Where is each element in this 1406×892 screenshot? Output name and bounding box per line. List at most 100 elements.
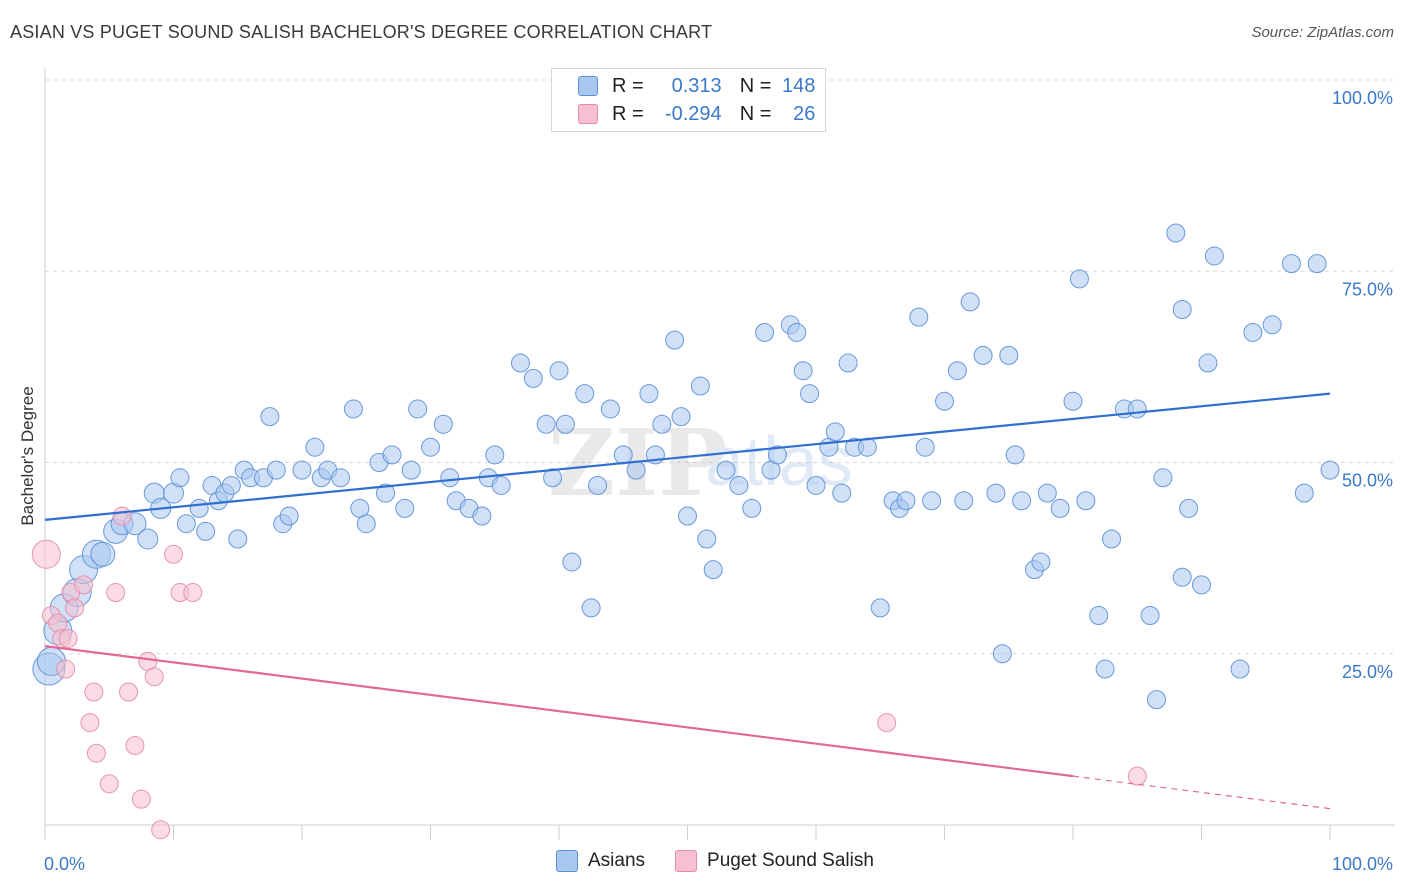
asians-point — [189, 498, 209, 518]
asians-point — [665, 330, 685, 350]
salish-points — [31, 506, 1147, 840]
asians-point — [1262, 315, 1282, 335]
asians-swatch — [578, 76, 598, 96]
salish-point — [106, 583, 126, 603]
asians-point — [1172, 300, 1192, 319]
salish-point — [31, 539, 61, 569]
asians-point — [1281, 254, 1301, 274]
chart-title: ASIAN VS PUGET SOUND SALISH BACHELOR'S D… — [10, 22, 713, 42]
asians-point — [697, 529, 717, 549]
asians-point — [947, 361, 967, 381]
asians-point — [767, 445, 787, 465]
asians-legend-swatch[interactable] — [556, 850, 578, 872]
legend-n-value: 26 — [793, 102, 816, 125]
asians-point — [1031, 552, 1051, 572]
salish-point — [65, 598, 85, 618]
legend-n-label: N = — [739, 74, 772, 97]
salish-point — [119, 682, 139, 702]
salish-point — [1127, 766, 1147, 786]
asians-point — [1127, 399, 1147, 419]
asians-point — [196, 521, 216, 541]
asians-point — [1102, 529, 1122, 549]
asians-point — [870, 598, 890, 618]
asians-point — [279, 506, 299, 526]
asians-points — [32, 223, 1340, 710]
asians-point — [1012, 491, 1032, 511]
asians-point — [137, 528, 159, 550]
legend-r-label: R = — [612, 74, 644, 97]
asians-point — [433, 414, 453, 434]
asians-point — [228, 529, 248, 549]
asians-point — [395, 498, 415, 518]
salish-point — [74, 575, 94, 595]
asians-point — [170, 468, 190, 488]
asians-point — [485, 445, 505, 465]
asians-point — [1069, 269, 1089, 289]
asians-point — [1172, 567, 1192, 587]
asians-point — [549, 361, 569, 381]
asians-point — [800, 384, 820, 404]
asians-point — [331, 468, 351, 488]
asians-legend-label[interactable]: Asians — [588, 850, 646, 871]
asians-point — [671, 407, 691, 427]
asians-point — [1076, 491, 1096, 511]
asians-point — [523, 368, 543, 388]
asians-point — [986, 483, 1006, 503]
asians-point — [1147, 690, 1167, 710]
asians-point — [221, 475, 241, 495]
asians-point — [678, 506, 697, 526]
legend-n-label: N = — [739, 102, 772, 125]
asians-point — [832, 483, 852, 503]
asians-point — [1050, 498, 1070, 518]
asians-point — [742, 498, 762, 518]
asians-point — [555, 414, 575, 434]
asians-point — [729, 475, 749, 495]
asians-point — [1243, 322, 1263, 342]
salish-point — [151, 820, 171, 840]
asians-point — [1095, 659, 1115, 679]
asians-point — [562, 552, 582, 572]
asians-point — [909, 307, 929, 327]
asians-point — [806, 475, 826, 495]
y-tick-label: 25.0% — [1342, 662, 1393, 682]
salish-point — [58, 628, 78, 648]
asians-point — [356, 514, 376, 534]
y-tick-label: 75.0% — [1342, 279, 1393, 299]
axes — [44, 68, 1395, 840]
salish-point — [125, 736, 145, 756]
asians-point — [1320, 460, 1340, 480]
salish-point — [99, 774, 119, 794]
asians-point — [1140, 606, 1160, 625]
asians-point — [960, 292, 980, 312]
salish-point — [112, 506, 132, 526]
asians-point — [581, 598, 601, 618]
salish-legend-swatch[interactable] — [675, 850, 698, 872]
asians-point — [716, 460, 736, 480]
salish-trend-extension — [1072, 775, 1331, 810]
asians-point — [793, 361, 813, 381]
asians-point — [915, 437, 935, 457]
asians-point — [825, 422, 845, 442]
legend-r-value: -0.294 — [664, 102, 722, 125]
salish-point — [144, 667, 164, 687]
salish-point — [56, 659, 76, 679]
asians-point — [543, 468, 563, 488]
salish-legend-label[interactable]: Puget Sound Salish — [707, 850, 874, 871]
asians-point — [935, 391, 954, 411]
asians-point — [1294, 483, 1314, 503]
salish-point — [80, 713, 100, 733]
asians-point — [999, 345, 1019, 365]
asians-point — [639, 384, 659, 404]
asians-point — [652, 414, 672, 434]
asians-point — [1198, 353, 1218, 373]
stats-legend: R = 0.313 N = 148 R = -0.294 N = 26 — [551, 68, 826, 132]
trend-lines — [44, 392, 1331, 810]
salish-point — [86, 743, 106, 763]
salish-point — [84, 682, 104, 702]
asians-trend-line — [44, 392, 1331, 521]
asians-point — [1204, 246, 1224, 266]
asians-point — [896, 491, 916, 511]
asians-point — [922, 491, 942, 511]
salish-trend-line — [44, 645, 1074, 778]
